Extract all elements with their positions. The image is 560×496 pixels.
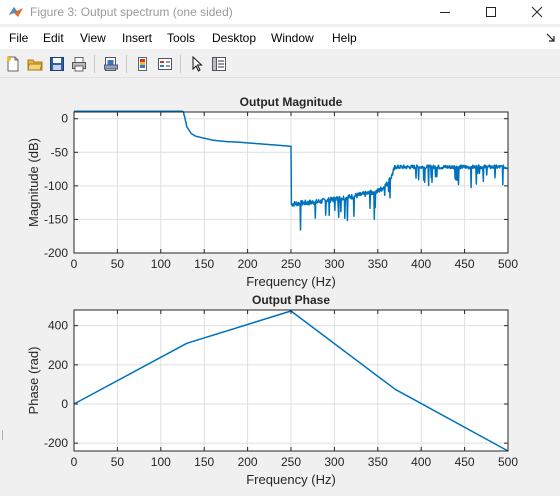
print-preview-button[interactable]: [101, 54, 121, 74]
menu-window[interactable]: Window: [271, 31, 314, 45]
arrow-cursor-icon: [192, 56, 203, 72]
y-tick-label: 400: [48, 319, 68, 333]
matlab-logo-icon: [9, 7, 23, 17]
menu-insert[interactable]: Insert: [122, 31, 153, 45]
legend-button[interactable]: [155, 54, 175, 74]
printer-icon: [72, 57, 86, 72]
colorbar-icon: [138, 57, 147, 71]
close-button[interactable]: [514, 0, 560, 24]
y-tick-label: -200: [44, 246, 68, 260]
menu-edit[interactable]: Edit: [43, 31, 64, 45]
x-tick-label: 50: [111, 257, 125, 271]
maximize-button[interactable]: [468, 0, 514, 24]
x-tick-label: 300: [324, 455, 344, 469]
chart-title: Output Phase: [252, 293, 330, 307]
menu-help[interactable]: Help: [332, 31, 357, 45]
x-tick-label: 0: [71, 257, 78, 271]
y-tick-label: -50: [51, 145, 69, 159]
toolbar: [0, 51, 560, 78]
x-tick-label: 500: [498, 257, 518, 271]
resize-edge: [2, 430, 3, 440]
y-axis-label: Magnitude (dB): [26, 138, 41, 227]
x-tick-label: 500: [498, 455, 518, 469]
x-tick-label: 150: [194, 257, 214, 271]
x-tick-label: 100: [151, 257, 171, 271]
new-figure-button[interactable]: [3, 54, 23, 74]
x-tick-label: 400: [411, 257, 431, 271]
x-tick-label: 250: [281, 455, 301, 469]
open-folder-icon: [27, 59, 43, 71]
edit-plot-button[interactable]: [187, 54, 207, 74]
x-tick-label: 400: [411, 455, 431, 469]
toolbar-separator: [126, 55, 127, 73]
property-inspector-button[interactable]: [209, 54, 229, 74]
x-axis-label: Frequency (Hz): [246, 472, 336, 487]
save-icon: [50, 57, 64, 71]
open-file-button[interactable]: [25, 54, 45, 74]
figure-canvas: 0 50 100 150 200 250 300 350 400 450 500 0 -50 -100 -1…: [0, 78, 560, 496]
x-tick-label: 450: [455, 455, 475, 469]
print-button[interactable]: [69, 54, 89, 74]
series-line: [73, 110, 509, 231]
dock-arrow-icon[interactable]: [546, 33, 556, 43]
y-tick-label: -100: [44, 179, 68, 193]
y-tick-label: -200: [44, 436, 68, 450]
maximize-icon: [486, 7, 496, 17]
plots-canvas: 0 50 100 150 200 250 300 350 400 450 5000-50-100-1…: [26, 95, 518, 487]
x-tick-label: 200: [238, 455, 258, 469]
x-tick-label: 100: [151, 455, 171, 469]
toolbar-separator: [180, 55, 181, 73]
x-tick-label: 200: [238, 257, 258, 271]
legend-icon: [158, 58, 172, 70]
menu-view[interactable]: View: [80, 31, 106, 45]
menu-tools[interactable]: Tools: [167, 31, 196, 45]
title-bar: Figure 3: Output spectrum (one sided): [0, 0, 560, 24]
menu-file[interactable]: File: [9, 31, 29, 45]
x-tick-label: 0: [71, 455, 78, 469]
x-tick-label: 150: [194, 455, 214, 469]
x-tick-label: 250: [281, 257, 301, 271]
new-figure-icon: [7, 56, 19, 72]
x-tick-label: 50: [111, 455, 125, 469]
toolbar-separator: [94, 55, 95, 73]
minimize-icon: [440, 12, 450, 13]
y-axis-label: Phase (rad): [26, 347, 41, 415]
property-inspector-icon: [212, 57, 226, 71]
menu-desktop[interactable]: Desktop: [212, 31, 257, 45]
print-preview-icon: [104, 57, 118, 71]
x-axis-label: Frequency (Hz): [246, 274, 336, 289]
colorbar-button[interactable]: [133, 54, 153, 74]
y-tick-label: 0: [61, 397, 68, 411]
y-tick-label: 0: [61, 112, 68, 126]
save-button[interactable]: [47, 54, 67, 74]
close-icon: [531, 6, 543, 18]
y-tick-label: 200: [48, 358, 68, 372]
x-tick-label: 450: [455, 257, 475, 271]
window-title: Figure 3: Output spectrum (one sided): [30, 5, 233, 19]
menu-bar: File Edit View Insert Tools Desktop Wind…: [0, 27, 560, 49]
x-tick-label: 300: [324, 257, 344, 271]
y-tick-label: -150: [44, 212, 68, 226]
x-tick-label: 350: [368, 455, 388, 469]
chart-title: Output Magnitude: [240, 95, 343, 109]
x-tick-label: 350: [368, 257, 388, 271]
minimize-button[interactable]: [422, 0, 468, 24]
